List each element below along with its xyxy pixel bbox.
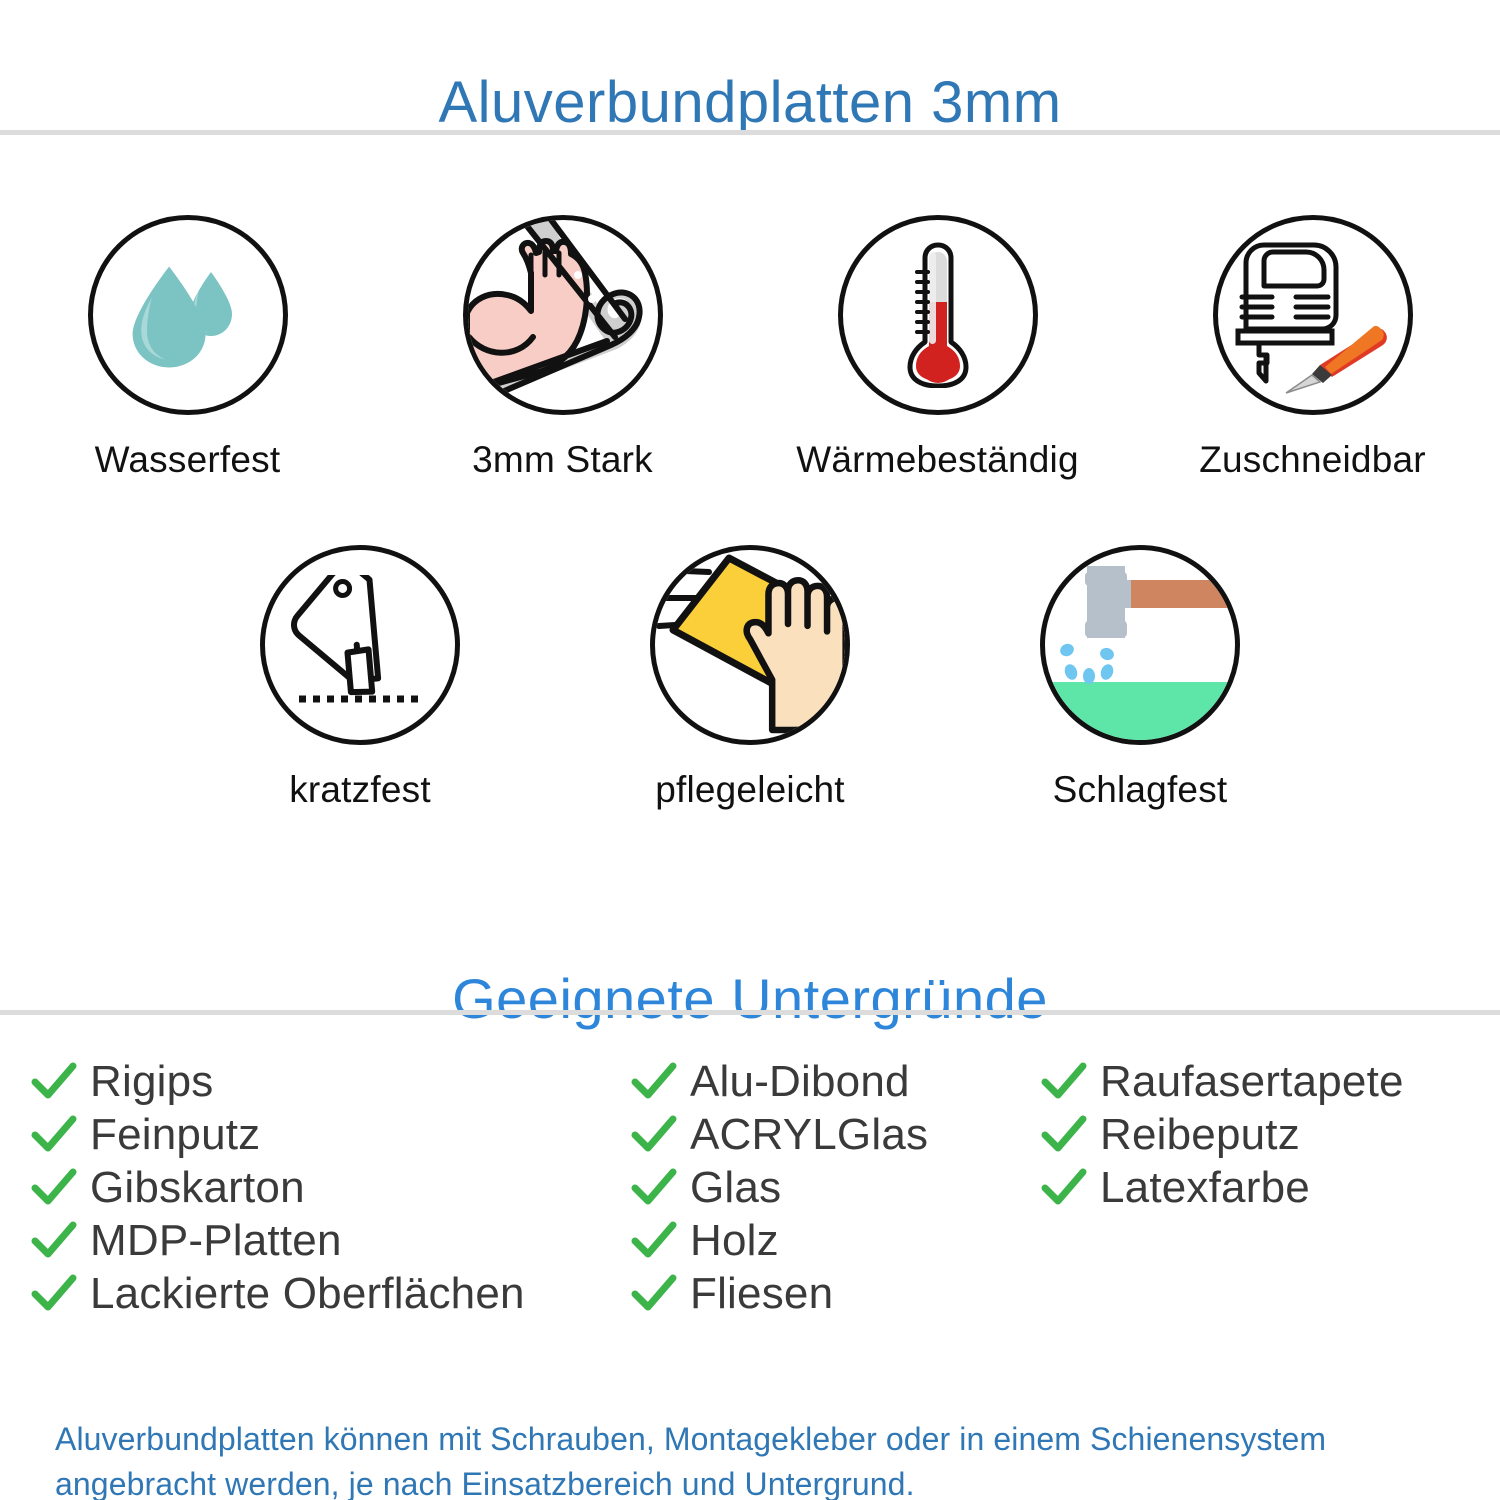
check-icon [630, 1166, 678, 1210]
page-title: Aluverbundplatten 3mm [438, 69, 1062, 135]
list-item-label: Holz [690, 1215, 779, 1265]
list-item-label: Fliesen [690, 1268, 834, 1318]
feature-row-primary: Wasserfest [0, 215, 1500, 481]
check-icon [1040, 1166, 1088, 1210]
thermometer-icon [898, 242, 978, 388]
list-item: Gibskarton [30, 1161, 630, 1214]
check-icon [30, 1166, 78, 1210]
list-item: Alu-Dibond [630, 1055, 1040, 1108]
list-item: Reibeputz [1040, 1108, 1480, 1161]
check-icon [630, 1272, 678, 1316]
list-item: MDP-Platten [30, 1214, 630, 1267]
feature-icon-circle [1212, 215, 1413, 415]
list-item: Rigips [30, 1055, 630, 1108]
list-item: Latexfarbe [1040, 1161, 1480, 1214]
list-item-label: Glas [690, 1162, 782, 1212]
feature-label: Zuschneidbar [1199, 439, 1426, 480]
check-icon [630, 1113, 678, 1157]
check-icon [30, 1272, 78, 1316]
feature-label: kratzfest [289, 769, 431, 810]
check-icon [630, 1060, 678, 1104]
feature-icon-circle [462, 215, 663, 415]
list-item-label: Lackierte Oberflächen [90, 1268, 525, 1318]
feature-icon-circle [1040, 545, 1240, 745]
flexing-muscle-icon [467, 220, 658, 410]
mounting-note: Aluverbundplatten können mit Schrauben, … [55, 1421, 1327, 1500]
list-item-label: Feinputz [90, 1109, 261, 1159]
feature-label: Schlagfest [1052, 769, 1228, 810]
list-item-label: Reibeputz [1100, 1109, 1300, 1159]
check-icon [30, 1219, 78, 1263]
water-drops-icon [123, 250, 253, 380]
feature-label: Wasserfest [94, 439, 281, 480]
feature-label: 3mm Stark [472, 439, 653, 480]
list-item: Holz [630, 1214, 1040, 1267]
cutter-knife-icon [285, 575, 435, 715]
checklist-column-1: Rigips Feinputz Gibskarton MDP-Platten [30, 1055, 630, 1320]
feature-wasserfest: Wasserfest [0, 215, 375, 481]
feature-pflegeleicht: pflegeleicht [555, 545, 945, 811]
feature-icon-circle [650, 545, 850, 745]
check-icon [1040, 1060, 1088, 1104]
hammer-impact-icon [1045, 550, 1235, 740]
feature-icon-circle [260, 545, 460, 745]
list-item-label: ACRYLGlas [690, 1109, 929, 1159]
checklist-column-3: Raufasertapete Reibeputz Latexfarbe [1040, 1055, 1480, 1214]
section-title-substrates: Geeignete Untergründe [452, 967, 1048, 1031]
list-item-label: Gibskarton [90, 1162, 305, 1212]
list-item-label: Rigips [90, 1056, 214, 1106]
list-item: Feinputz [30, 1108, 630, 1161]
feature-label: pflegeleicht [655, 769, 845, 810]
divider-middle [0, 1010, 1500, 1015]
list-item: ACRYLGlas [630, 1108, 1040, 1161]
feature-zuschneidbar: Zuschneidbar [1125, 215, 1500, 481]
feature-3mm-stark: 3mm Stark [375, 215, 750, 481]
check-icon [630, 1219, 678, 1263]
list-item-label: Raufasertapete [1100, 1056, 1404, 1106]
substrate-checklist: Rigips Feinputz Gibskarton MDP-Platten [30, 1055, 1480, 1320]
jigsaw-and-knife-icon [1228, 235, 1398, 395]
check-icon [30, 1060, 78, 1104]
check-icon [1040, 1113, 1088, 1157]
list-item-label: Alu-Dibond [690, 1056, 910, 1106]
feature-waermebestaendig: Wärmebeständig [750, 215, 1125, 481]
list-item: Lackierte Oberflächen [30, 1267, 630, 1320]
list-item: Glas [630, 1161, 1040, 1214]
feature-label: Wärmebeständig [796, 439, 1079, 480]
divider-top [0, 130, 1500, 135]
feature-row-secondary: kratzfest [0, 545, 1500, 811]
checklist-column-2: Alu-Dibond ACRYLGlas Glas Holz [630, 1055, 1040, 1320]
list-item: Fliesen [630, 1267, 1040, 1320]
feature-schlagfest: Schlagfest [945, 545, 1335, 811]
list-item: Raufasertapete [1040, 1055, 1480, 1108]
list-item-label: Latexfarbe [1100, 1162, 1310, 1212]
check-icon [30, 1113, 78, 1157]
list-item-label: MDP-Platten [90, 1215, 342, 1265]
feature-icon-circle [87, 215, 288, 415]
hand-with-cloth-icon [655, 550, 845, 740]
feature-kratzfest: kratzfest [165, 545, 555, 811]
feature-icon-circle [837, 215, 1038, 415]
